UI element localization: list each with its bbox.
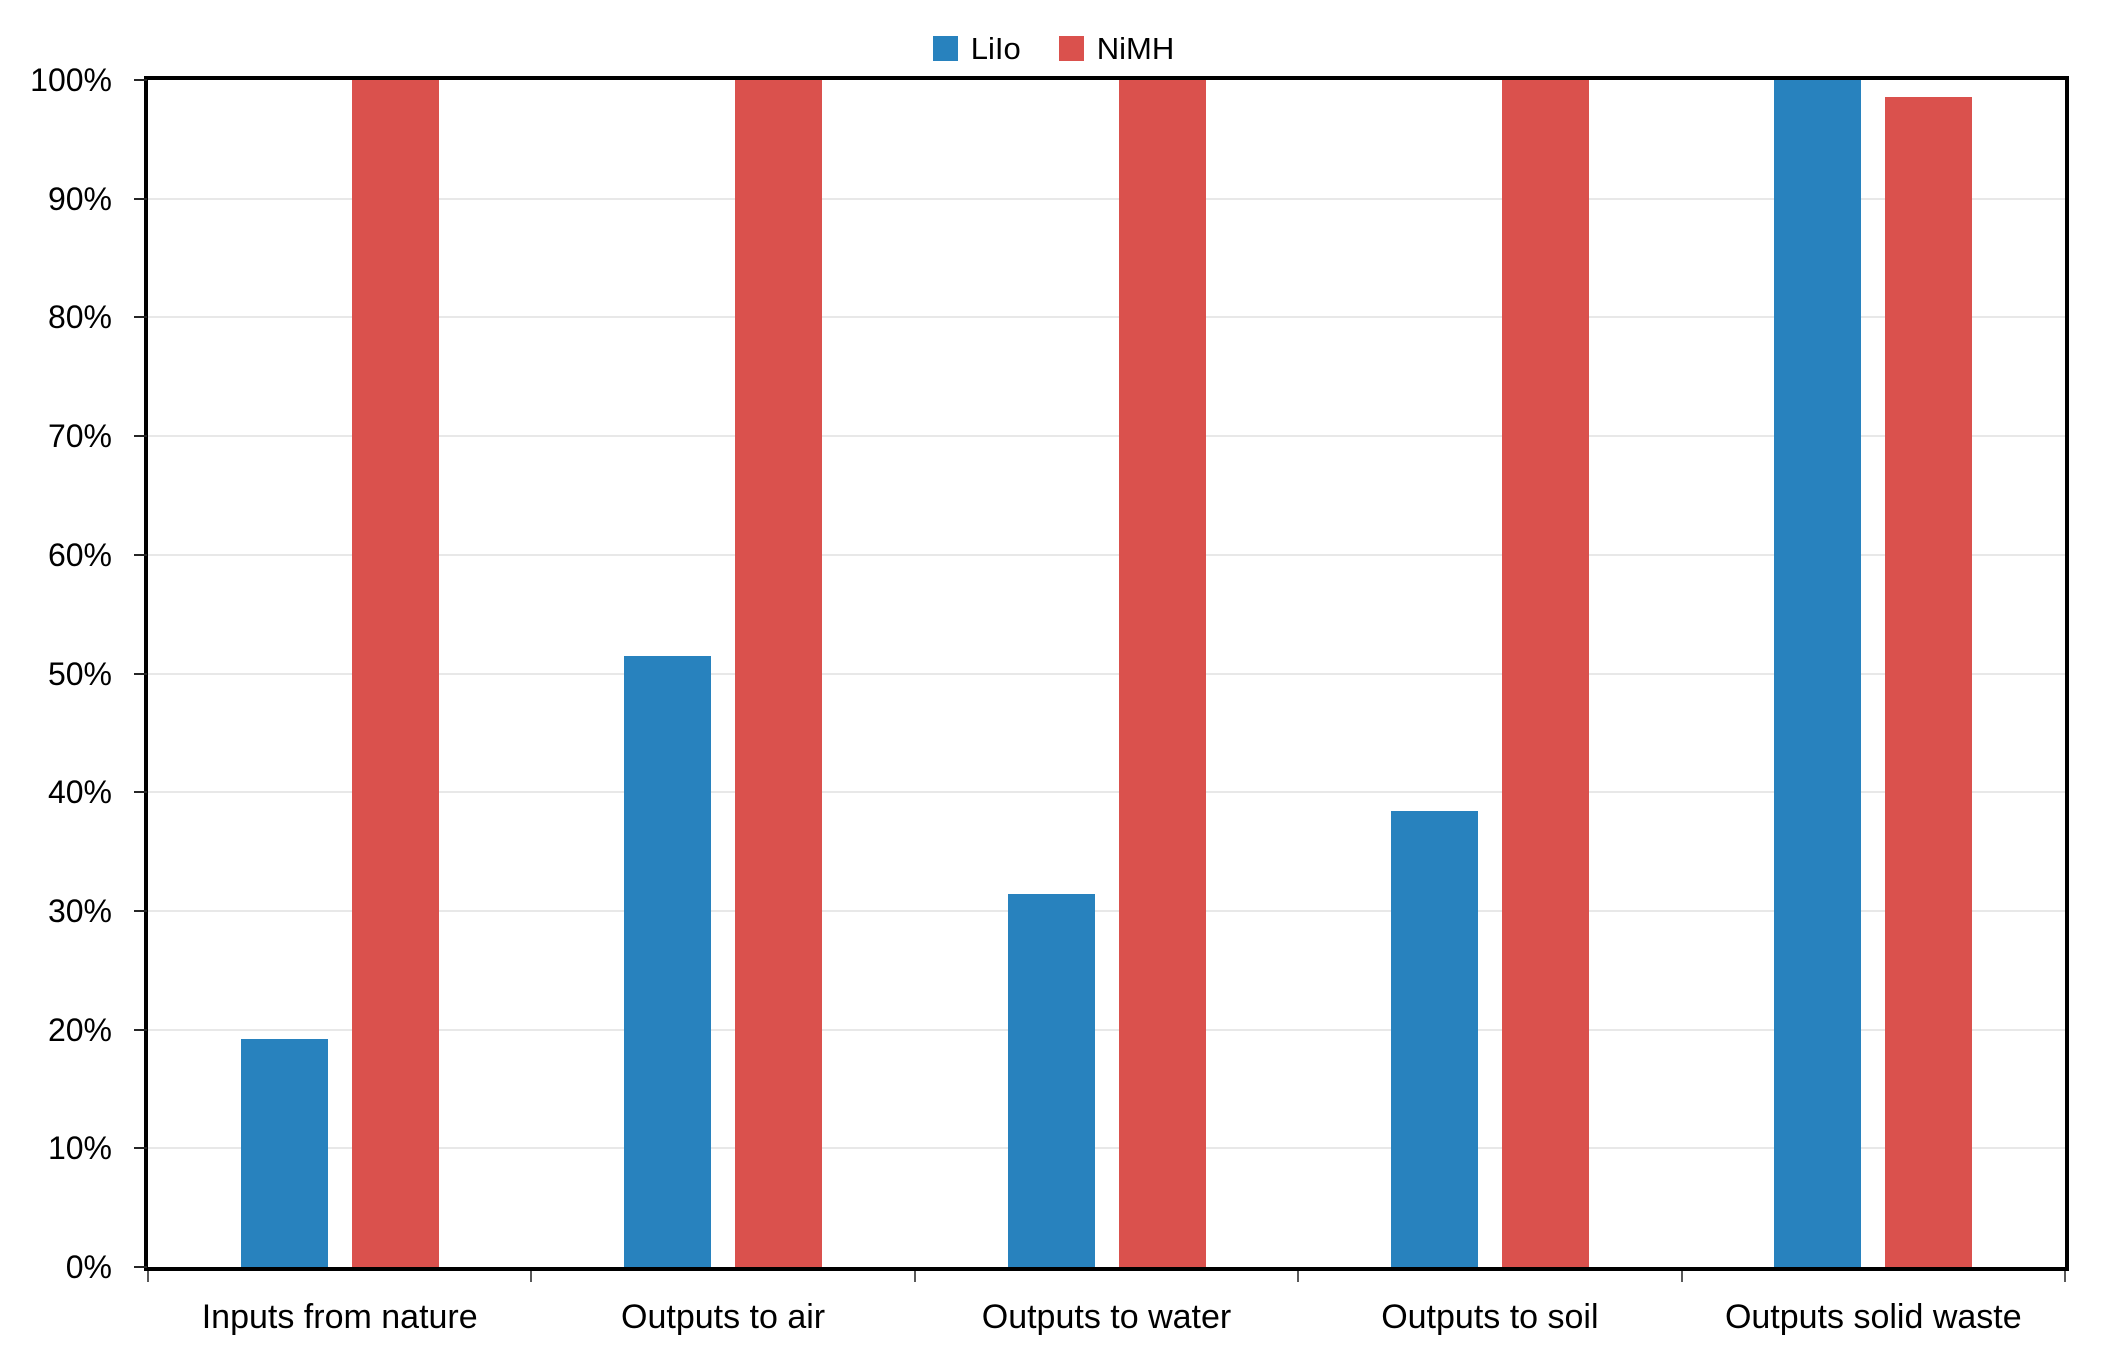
y-axis-tick-40 (134, 791, 147, 794)
x-axis-label: Outputs to air (621, 1298, 826, 1336)
bar-LiIo-5 (1774, 80, 1862, 1267)
x-axis-tick-1 (530, 1271, 533, 1282)
bar-NiMH-5 (1885, 96, 1973, 1267)
gridline-80 (148, 316, 2065, 319)
legend-item-LiIo: LiIo (932, 31, 1021, 66)
y-axis-tick-50 (134, 672, 147, 675)
gridline-10 (148, 1147, 2065, 1150)
bar-NiMH-3 (1118, 80, 1206, 1267)
y-axis-label-30: 30% (47, 892, 112, 929)
gridline-70 (148, 435, 2065, 438)
y-axis-label-80: 80% (47, 299, 112, 336)
legend-swatch-NiMH (1058, 36, 1084, 61)
x-axis-tick-0 (147, 1271, 149, 1282)
bar-LiIo-2 (624, 655, 712, 1267)
y-axis-tick-20 (134, 1028, 147, 1031)
x-axis-tick-5 (2064, 1271, 2066, 1282)
x-axis-tick-4 (1680, 1271, 1683, 1282)
gridline-30 (148, 909, 2065, 912)
legend-label: LiIo (970, 31, 1021, 66)
y-axis-label-10: 10% (47, 1130, 112, 1167)
legend-item-NiMH: NiMH (1058, 31, 1175, 66)
gridline-50 (148, 672, 2065, 675)
y-axis-tick-100 (134, 79, 147, 81)
x-axis-label: Outputs solid waste (1724, 1298, 2022, 1336)
x-axis-label: Outputs to soil (1381, 1298, 1599, 1336)
y-axis-label-100: 100% (30, 62, 112, 98)
bar-NiMH-2 (735, 80, 823, 1267)
legend: LiIo NiMH (0, 33, 2107, 64)
y-axis-label-40: 40% (47, 774, 112, 811)
y-axis-tick-90 (134, 197, 147, 200)
y-axis-tick-10 (134, 1147, 147, 1150)
bar-NiMH-4 (1501, 80, 1589, 1267)
gridline-60 (148, 553, 2065, 556)
x-axis-tick-3 (1297, 1271, 1300, 1282)
legend-swatch-LiIo (932, 36, 958, 61)
x-axis-label: Inputs from nature (201, 1298, 478, 1336)
bar-LiIo-1 (240, 1039, 328, 1267)
x-axis-label: Outputs to water (981, 1298, 1232, 1336)
y-axis-tick-70 (134, 435, 147, 438)
legend-label: NiMH (1096, 31, 1175, 66)
bar-NiMH-1 (351, 80, 439, 1267)
y-axis-tick-30 (134, 909, 147, 912)
y-axis-label-70: 70% (47, 418, 112, 455)
bar-LiIo-3 (1007, 894, 1095, 1267)
plot-area (144, 76, 2069, 1271)
gridline-20 (148, 1028, 2065, 1031)
gridline-40 (148, 791, 2065, 794)
y-axis-label-60: 60% (47, 536, 112, 573)
y-axis-tick-0 (134, 1266, 147, 1268)
x-axis-tick-2 (913, 1271, 916, 1282)
y-axis-label-0: 0% (65, 1249, 112, 1285)
y-axis-label-90: 90% (47, 180, 112, 217)
y-axis-label-20: 20% (47, 1011, 112, 1048)
gridline-90 (148, 197, 2065, 200)
bar-LiIo-4 (1390, 811, 1478, 1267)
y-axis-tick-80 (134, 316, 147, 319)
y-axis-tick-60 (134, 553, 147, 556)
y-axis-label-50: 50% (47, 655, 112, 692)
